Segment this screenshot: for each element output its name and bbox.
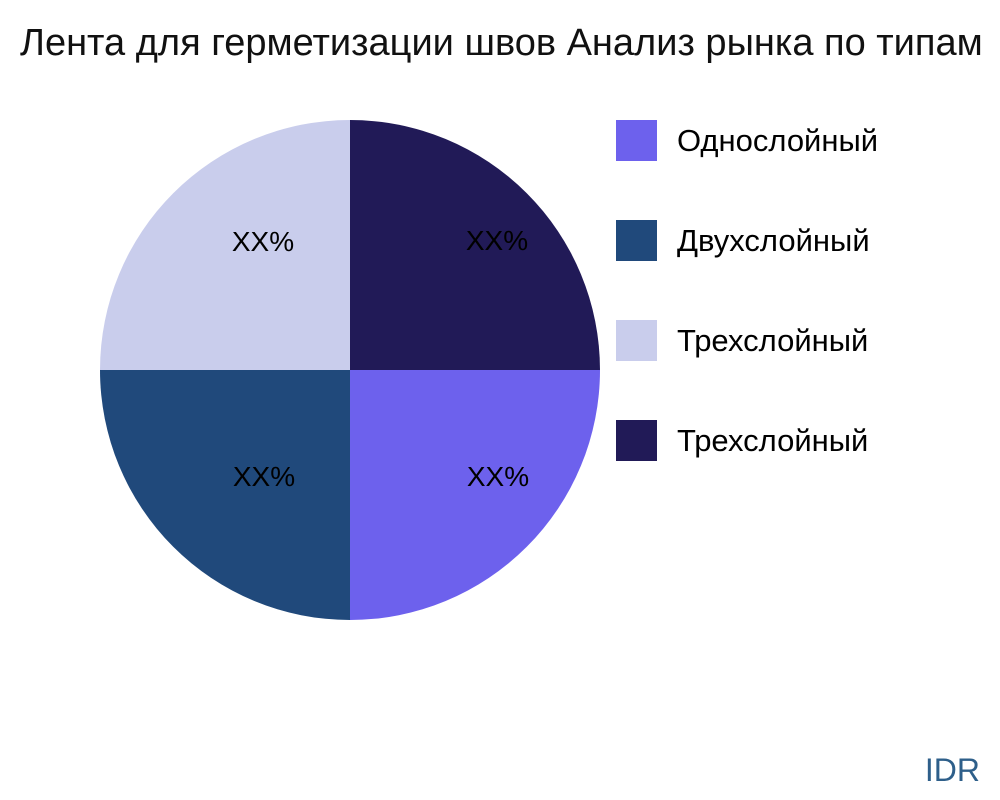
legend-swatch-icon (616, 320, 657, 361)
legend-swatch-icon (616, 220, 657, 261)
slice-percent-label: XX% (232, 461, 296, 492)
pie-chart: XX% XX% XX% XX% (100, 120, 600, 620)
slice-percent-label: XX% (465, 225, 529, 256)
legend-item-label: Однослойный (677, 122, 879, 158)
legend-item-label: Трехслойный (677, 422, 869, 458)
legend-item-label: Трехслойный (677, 322, 869, 358)
legend-item-trekhsloyny-light: Трехслойный (616, 320, 878, 361)
legend: Однослойный Двухслойный Трехслойный Трех… (616, 120, 878, 520)
legend-item-dvukhsloyny: Двухслойный (616, 220, 878, 261)
legend-item-odnosloyny: Однослойный (616, 120, 878, 161)
pie-slice-1 (100, 370, 350, 620)
slice-percent-label: XX% (231, 226, 295, 257)
chart-title: Лента для герметизации швов Анализ рынка… (20, 22, 983, 64)
pie-svg (100, 120, 600, 620)
legend-swatch-icon (616, 120, 657, 161)
pie-slice-2 (100, 120, 350, 370)
watermark-idr: IDR (924, 752, 980, 788)
pie-slice-3 (350, 120, 600, 370)
legend-swatch-icon (616, 420, 657, 461)
legend-item-trekhsloyny-dark: Трехслойный (616, 420, 878, 461)
pie-slice-0 (350, 370, 600, 620)
legend-item-label: Двухслойный (677, 222, 870, 258)
slice-percent-label: XX% (466, 461, 530, 492)
